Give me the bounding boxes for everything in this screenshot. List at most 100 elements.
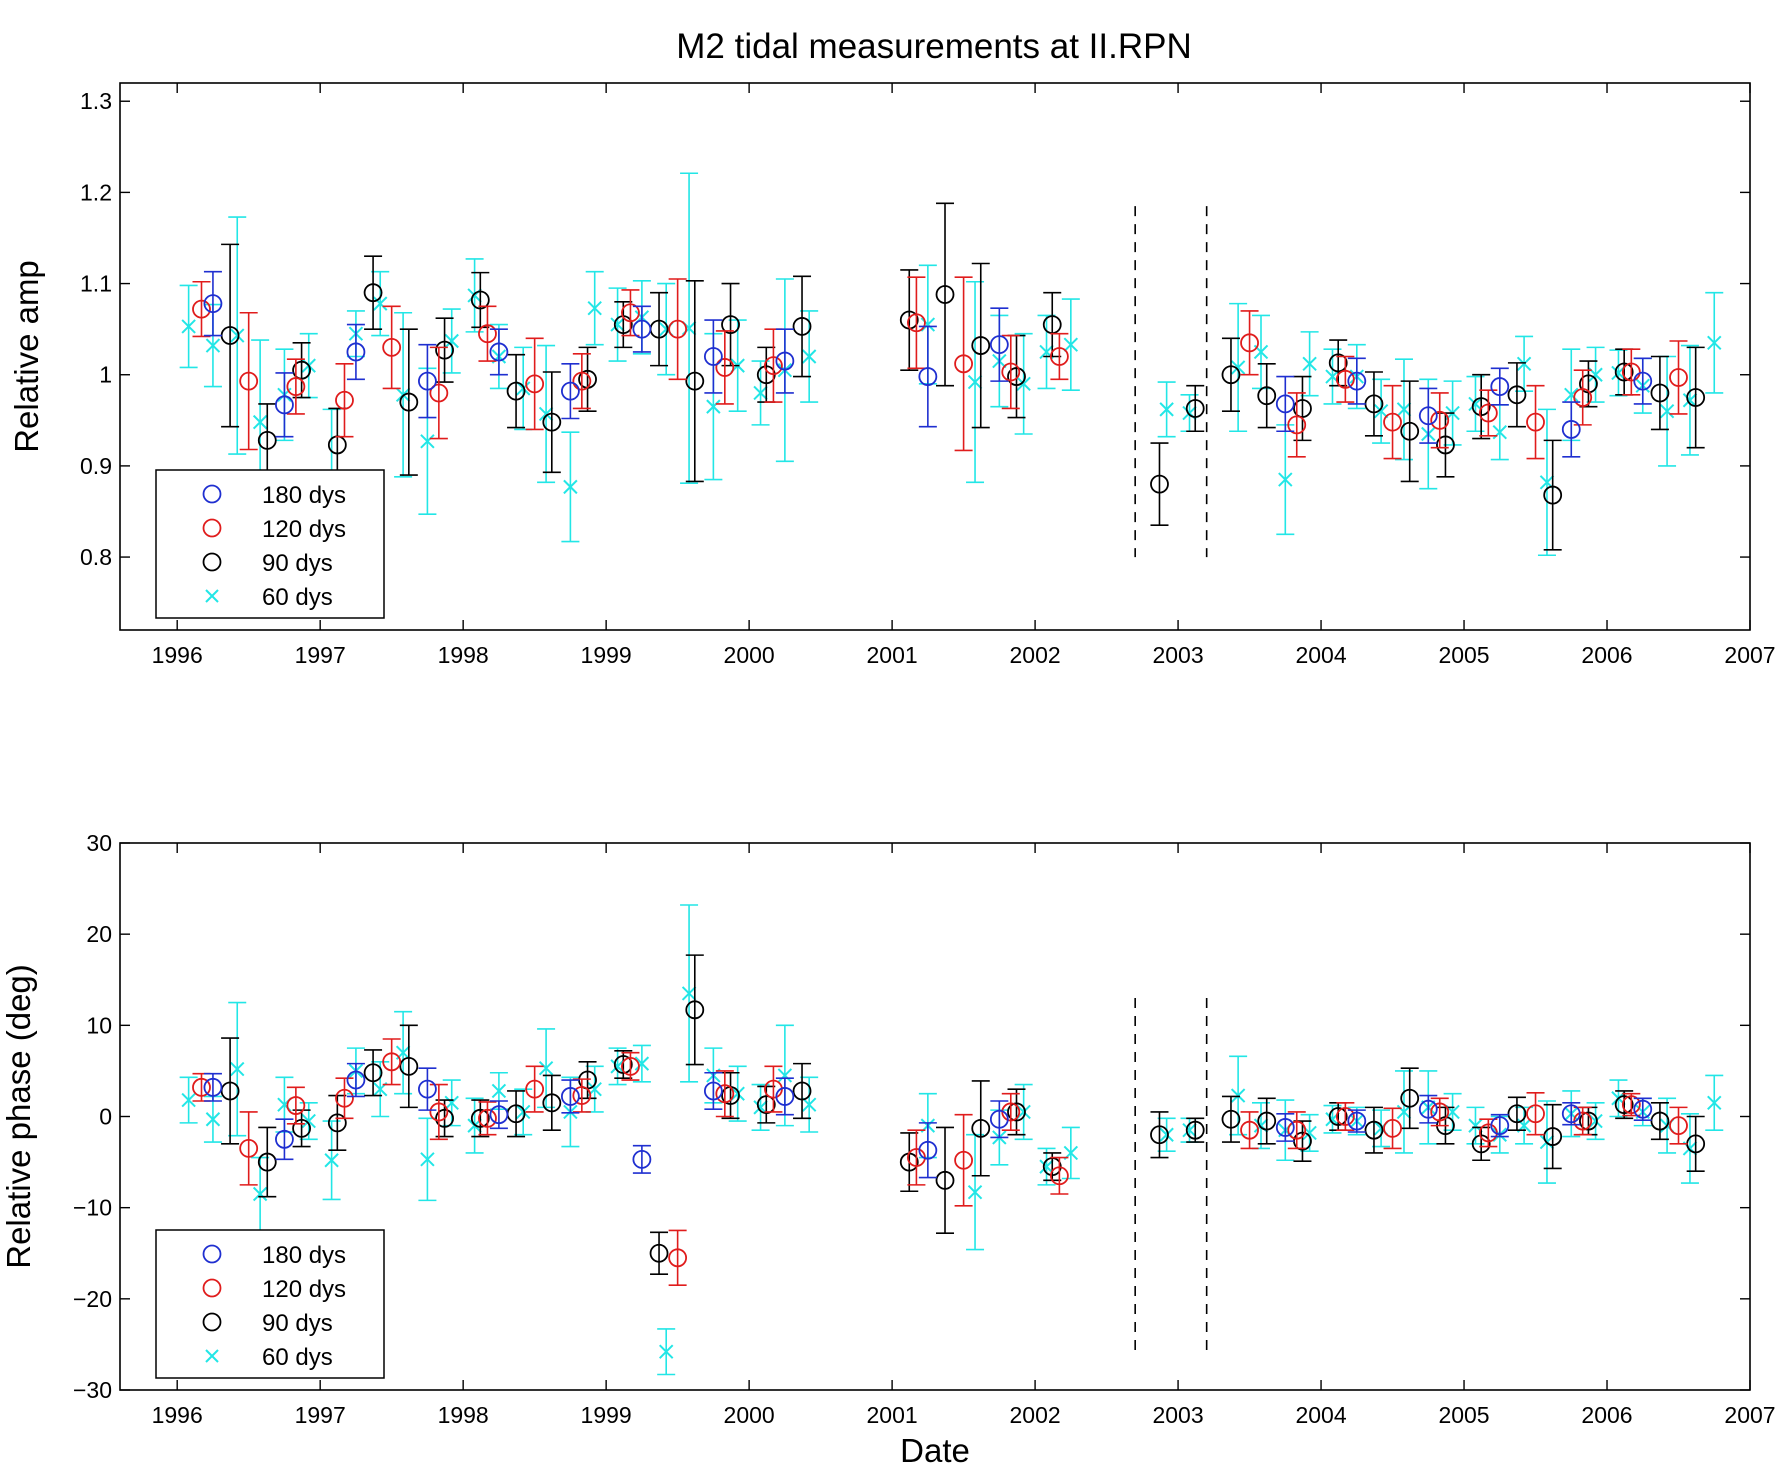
y-axis-title: Relative phase (deg) xyxy=(0,964,37,1269)
data-point-circle xyxy=(1293,399,1312,418)
x-stroke xyxy=(1016,1104,1031,1120)
data-point-circle xyxy=(292,360,311,380)
x-stroke xyxy=(587,300,602,316)
x-stroke xyxy=(1682,1141,1698,1156)
data-point-x-marker xyxy=(777,1068,793,1083)
x-stroke xyxy=(730,1086,745,1101)
data-point-circle xyxy=(239,371,259,391)
x-tick-label: 2002 xyxy=(1010,642,1061,668)
x-stroke xyxy=(252,414,268,430)
data-point-circle xyxy=(954,354,973,374)
data-point-circle xyxy=(525,374,545,394)
data-point-circle xyxy=(1383,412,1402,432)
data-point-x-marker xyxy=(967,374,983,390)
data-point-x-marker xyxy=(444,333,459,349)
x-tick-label: 2003 xyxy=(1152,642,1203,668)
data-point-circle xyxy=(1573,388,1593,407)
data-point-circle xyxy=(327,1113,347,1133)
data-point-x-marker xyxy=(658,1344,674,1359)
legend-circle-marker xyxy=(202,1244,222,1264)
data-point-circle xyxy=(478,1108,497,1128)
x-tick-label: 1999 xyxy=(581,642,632,668)
data-point-circle xyxy=(335,1088,354,1108)
x-stroke xyxy=(1302,356,1317,372)
data-point-x-marker xyxy=(587,300,602,316)
data-point-circle xyxy=(1614,1095,1634,1115)
legend-label: 180 dys xyxy=(262,1242,346,1269)
data-point-circle xyxy=(1335,369,1355,389)
y-tick-label: 10 xyxy=(86,1012,112,1038)
data-point-circle xyxy=(1543,485,1563,505)
data-point-x-marker xyxy=(252,414,268,430)
data-point-circle xyxy=(1150,1125,1169,1145)
x-stroke xyxy=(1278,472,1293,487)
x-stroke xyxy=(658,1344,674,1359)
data-point-circle xyxy=(1579,1111,1598,1131)
legend-label: 60 dys xyxy=(262,1344,333,1371)
data-point-x-marker xyxy=(1659,403,1675,419)
data-point-circle xyxy=(1614,362,1634,382)
data-point-circle xyxy=(685,371,705,391)
data-point-circle xyxy=(668,1248,688,1268)
y-tick-label: 1 xyxy=(99,362,112,388)
data-point-circle xyxy=(192,1077,211,1097)
data-point-circle xyxy=(1669,1116,1688,1136)
x-stroke xyxy=(1230,1088,1246,1103)
data-point-circle xyxy=(907,313,926,333)
data-point-x-marker xyxy=(681,986,697,1001)
data-point-circle xyxy=(1507,385,1527,405)
data-point-circle xyxy=(756,1095,776,1115)
y-tick-label: 1.2 xyxy=(80,179,112,205)
x-tick-label: 2002 xyxy=(1010,1402,1061,1428)
x-tick-label: 1997 xyxy=(295,642,346,668)
data-point-circle xyxy=(1471,1134,1491,1154)
series-90-dys xyxy=(220,202,1706,551)
legend-label: 90 dys xyxy=(262,550,333,577)
x-stroke xyxy=(230,1061,245,1077)
x-tick-label: 2007 xyxy=(1724,642,1775,668)
x-tick-label: 2004 xyxy=(1295,642,1346,668)
data-point-x-marker xyxy=(1707,1095,1722,1111)
x-stroke xyxy=(1564,387,1579,402)
data-point-x-marker xyxy=(563,479,578,495)
data-point-circle xyxy=(715,358,735,377)
data-point-circle xyxy=(1257,1111,1277,1131)
data-point-circle xyxy=(971,336,991,355)
data-point-x-marker xyxy=(444,1095,459,1111)
data-point-circle xyxy=(1686,388,1706,407)
x-stroke xyxy=(205,338,221,353)
x-stroke xyxy=(301,1113,316,1129)
data-point-circle xyxy=(1400,1088,1420,1108)
data-point-circle xyxy=(257,430,277,450)
x-stroke xyxy=(444,333,459,349)
x-stroke xyxy=(420,434,435,449)
legend-label: 90 dys xyxy=(262,1310,333,1337)
data-point-circle xyxy=(989,335,1009,355)
data-point-circle xyxy=(399,1056,419,1076)
x-stroke xyxy=(563,479,578,495)
legend-x-marker xyxy=(205,589,219,603)
data-point-circle xyxy=(1650,383,1670,403)
data-point-x-marker xyxy=(1588,1113,1603,1129)
x-stroke xyxy=(777,1068,793,1083)
data-point-circle xyxy=(335,390,354,410)
x-stroke xyxy=(444,1095,459,1111)
legend-circle-marker xyxy=(202,1312,222,1332)
x-stroke xyxy=(516,1104,531,1120)
data-point-x-marker xyxy=(730,1086,745,1101)
data-point-x-marker xyxy=(1016,376,1031,392)
data-point-circle xyxy=(239,1139,259,1158)
x-stroke xyxy=(324,1153,339,1168)
y-tick-label: −10 xyxy=(73,1195,112,1221)
x-stroke xyxy=(1039,344,1054,360)
x-stroke xyxy=(1253,1118,1269,1133)
data-point-circle xyxy=(470,1108,490,1128)
data-point-x-marker xyxy=(491,1083,507,1099)
x-stroke xyxy=(706,399,721,414)
data-point-circle xyxy=(382,1052,402,1072)
data-point-circle xyxy=(1430,1102,1450,1122)
data-point-x-marker xyxy=(1039,1159,1054,1174)
x-stroke xyxy=(1373,403,1389,419)
data-point-circle xyxy=(1471,397,1491,417)
